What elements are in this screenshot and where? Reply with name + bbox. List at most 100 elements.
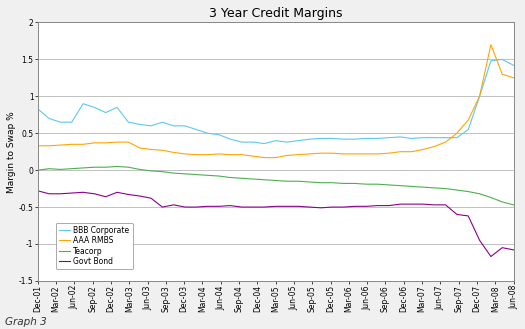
BBB Corporate bbox=[91, 105, 98, 109]
BBB Corporate bbox=[499, 58, 506, 62]
Teacorp bbox=[69, 167, 75, 171]
Govt Bond bbox=[159, 205, 165, 209]
BBB Corporate bbox=[148, 124, 154, 128]
Teacorp bbox=[307, 180, 313, 184]
AAA RMBS bbox=[386, 151, 392, 155]
BBB Corporate bbox=[114, 105, 120, 109]
AAA RMBS bbox=[159, 148, 165, 152]
Govt Bond bbox=[488, 255, 494, 259]
Govt Bond bbox=[318, 206, 324, 210]
AAA RMBS bbox=[284, 153, 290, 157]
BBB Corporate bbox=[227, 137, 234, 141]
Teacorp bbox=[193, 173, 200, 177]
AAA RMBS bbox=[272, 156, 279, 160]
Govt Bond bbox=[408, 202, 415, 206]
AAA RMBS bbox=[227, 153, 234, 157]
AAA RMBS bbox=[46, 144, 52, 148]
Govt Bond bbox=[193, 205, 200, 209]
AAA RMBS bbox=[148, 147, 154, 151]
BBB Corporate bbox=[476, 94, 482, 98]
Govt Bond bbox=[352, 204, 358, 208]
Teacorp bbox=[341, 182, 347, 186]
BBB Corporate bbox=[216, 133, 222, 137]
Teacorp bbox=[510, 203, 517, 207]
AAA RMBS bbox=[431, 144, 437, 148]
AAA RMBS bbox=[171, 150, 177, 154]
BBB Corporate bbox=[238, 140, 245, 144]
Teacorp bbox=[363, 182, 370, 186]
BBB Corporate bbox=[307, 137, 313, 141]
Govt Bond bbox=[374, 204, 381, 208]
Govt Bond bbox=[227, 204, 234, 208]
Govt Bond bbox=[114, 190, 120, 194]
Teacorp bbox=[171, 171, 177, 175]
Teacorp bbox=[488, 195, 494, 199]
BBB Corporate bbox=[397, 135, 403, 139]
AAA RMBS bbox=[35, 144, 41, 148]
AAA RMBS bbox=[295, 153, 301, 157]
BBB Corporate bbox=[182, 124, 188, 128]
Line: Govt Bond: Govt Bond bbox=[38, 191, 513, 257]
Teacorp bbox=[454, 188, 460, 192]
Govt Bond bbox=[476, 238, 482, 242]
BBB Corporate bbox=[420, 136, 426, 139]
Teacorp bbox=[386, 183, 392, 187]
Govt Bond bbox=[57, 192, 64, 196]
Teacorp bbox=[295, 179, 301, 183]
Govt Bond bbox=[272, 204, 279, 208]
Teacorp bbox=[261, 178, 267, 182]
BBB Corporate bbox=[125, 120, 132, 124]
Teacorp bbox=[431, 186, 437, 190]
Govt Bond bbox=[171, 203, 177, 207]
BBB Corporate bbox=[363, 137, 370, 140]
Govt Bond bbox=[363, 204, 370, 208]
Govt Bond bbox=[443, 203, 449, 207]
Teacorp bbox=[205, 173, 211, 177]
Teacorp bbox=[352, 182, 358, 186]
Govt Bond bbox=[46, 192, 52, 196]
Teacorp bbox=[443, 187, 449, 190]
Line: BBB Corporate: BBB Corporate bbox=[38, 60, 513, 143]
Govt Bond bbox=[454, 213, 460, 216]
BBB Corporate bbox=[193, 128, 200, 132]
AAA RMBS bbox=[408, 150, 415, 154]
AAA RMBS bbox=[205, 153, 211, 157]
Teacorp bbox=[499, 200, 506, 204]
BBB Corporate bbox=[374, 137, 381, 140]
BBB Corporate bbox=[465, 128, 471, 132]
Teacorp bbox=[216, 174, 222, 178]
Govt Bond bbox=[216, 204, 222, 208]
AAA RMBS bbox=[397, 150, 403, 154]
Govt Bond bbox=[397, 202, 403, 206]
BBB Corporate bbox=[295, 139, 301, 142]
AAA RMBS bbox=[363, 152, 370, 156]
Teacorp bbox=[465, 190, 471, 193]
BBB Corporate bbox=[69, 120, 75, 124]
AAA RMBS bbox=[261, 156, 267, 160]
BBB Corporate bbox=[159, 120, 165, 124]
BBB Corporate bbox=[318, 137, 324, 140]
Teacorp bbox=[46, 167, 52, 171]
Teacorp bbox=[397, 184, 403, 188]
Teacorp bbox=[125, 165, 132, 169]
AAA RMBS bbox=[499, 72, 506, 76]
Teacorp bbox=[182, 172, 188, 176]
BBB Corporate bbox=[205, 131, 211, 135]
AAA RMBS bbox=[307, 152, 313, 156]
Teacorp bbox=[272, 179, 279, 183]
AAA RMBS bbox=[488, 43, 494, 47]
AAA RMBS bbox=[510, 76, 517, 80]
Teacorp bbox=[476, 192, 482, 196]
Teacorp bbox=[284, 179, 290, 183]
Teacorp bbox=[148, 169, 154, 173]
AAA RMBS bbox=[216, 152, 222, 156]
AAA RMBS bbox=[136, 146, 143, 150]
AAA RMBS bbox=[114, 140, 120, 144]
AAA RMBS bbox=[341, 152, 347, 156]
BBB Corporate bbox=[136, 122, 143, 126]
Teacorp bbox=[374, 182, 381, 186]
Teacorp bbox=[329, 181, 335, 185]
Teacorp bbox=[318, 181, 324, 185]
AAA RMBS bbox=[465, 118, 471, 122]
BBB Corporate bbox=[408, 137, 415, 140]
